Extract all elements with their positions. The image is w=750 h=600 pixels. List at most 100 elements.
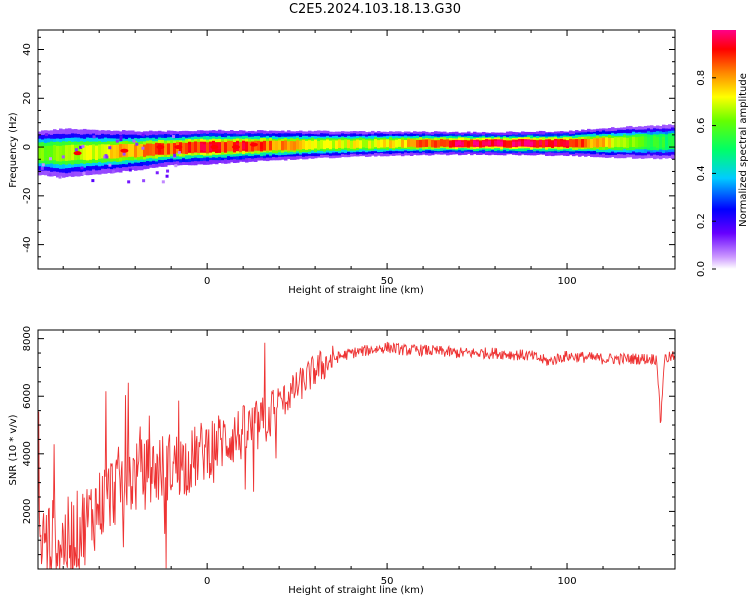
spectrogram-cell [407,142,411,145]
spectrogram-cell [554,141,558,145]
spectrogram-speckle [155,171,159,175]
spectrogram-ticks: 0 50 100 -40 -20 0 20 40 [22,30,676,287]
colorbar-tick-label: 0.8 [696,70,707,86]
spectrogram-cell [41,151,45,156]
spectrogram-cell [515,142,519,145]
spectrogram-cell [392,141,396,145]
spectrogram-cell [461,142,465,145]
snr-frame [37,329,676,570]
figure-title: C2E5.2024.103.18.13.G30 [288,2,462,17]
snr-ticks: 0 50 100 2000 4000 6000 8000 [22,326,676,587]
spectrogram-cell [644,140,648,144]
spectrogram-cell [383,142,387,145]
spectrogram-cell [302,143,306,147]
spectrogram-speckle [48,157,52,161]
spectrogram-speckle [61,155,65,159]
spectrogram-cell [161,146,165,151]
spectrogram-speckle [74,148,78,152]
spectrogram-cell [137,148,141,152]
spectrogram-cell [647,140,651,145]
spectrogram-speckle [141,133,145,137]
spectrogram-cell [314,143,318,147]
spectrogram-cell [227,144,231,148]
spectrogram-cell [494,142,498,145]
spectrogram-cell [257,144,261,148]
spectrogram-cell [560,141,564,145]
spectrogram-cell [443,142,447,145]
spectrogram-speckle [108,163,112,167]
y-tick-label: -40 [22,236,33,252]
spectrogram-cell [641,139,645,144]
spectrogram-cell [359,143,363,146]
spectrogram-cell [224,145,228,149]
spectrogram-cell [452,142,456,145]
spectrogram-cell [323,143,327,147]
spectrogram-cell [371,142,375,145]
spectrogram-cell [248,144,252,148]
spectrogram-cell [497,142,501,145]
spectrogram-cell [170,147,174,151]
spectrogram-cell [569,141,573,145]
spectrogram-hotspot [210,145,219,150]
spectrogram-cell [563,142,567,146]
spectrogram-frame [37,29,676,270]
spectrogram-speckle [135,142,139,146]
spectrogram-cell [632,140,636,144]
spectrogram-cell [548,142,552,145]
spectrogram-cell [518,141,522,145]
spectrogram-speckle [91,179,95,183]
spectrogram-cell [500,142,504,145]
spectrogram-cell [128,149,132,154]
spectrogram-cell [149,147,153,152]
spectrogram-cell [50,151,54,156]
spectrogram-cell [143,148,147,153]
spectrogram-cell [404,141,408,145]
spectrogram-cell [59,151,63,157]
spectrogram-cell [284,143,288,147]
spectrogram-cell [539,142,543,145]
spectrogram-cell [587,142,591,146]
spectrogram-cell [110,149,114,154]
spectrogram-cell [296,143,300,146]
spectrogram-cell [338,143,342,147]
spectrogram-cell [605,141,609,145]
spectrogram-cell [368,142,372,146]
spectrogram-speckle [132,139,136,143]
y-tick-label: 6000 [22,384,33,409]
colorbar: 0.0 0.2 0.4 0.6 0.8 Normalized spectral ampl… [696,30,749,277]
spectrogram-cell [206,145,210,150]
spectrogram-cell [320,143,324,146]
spectrogram-cell [479,142,483,145]
spectrogram-cell [425,142,429,145]
x-tick-label: 0 [204,276,210,287]
x-tick-label: 0 [204,576,210,587]
spectrogram-cell [476,141,480,144]
spectrogram-cell [278,143,282,147]
spectrogram-cell [260,144,264,148]
spectrogram-cell [134,149,138,154]
spectrogram-cell [164,147,168,151]
spectrogram-cell [608,140,612,144]
spectrogram-cell [353,142,357,145]
spectrogram-cell [185,145,189,149]
spectrogram-speckle [119,135,123,139]
spectrogram-speckle [92,135,96,139]
y-tick-label: 40 [22,43,33,56]
snr-panel: 0 50 100 2000 4000 6000 8000 Height of straigh… [8,326,676,596]
spectrogram-cell [95,150,99,155]
spectrogram-cell [290,143,294,147]
spectrogram-cell [53,151,57,157]
spectrogram-cell [650,140,654,145]
spectrogram-speckle [174,164,178,168]
spectrogram-cell [653,140,657,145]
spectrogram-speckle [41,163,45,167]
colorbar-gradient [712,30,736,269]
spectrogram-cell [305,143,309,147]
spectrogram-cell [191,145,195,150]
spectrogram-cell [113,148,117,153]
spectrogram-cell [527,141,531,145]
spectrogram-cell [491,141,495,145]
spectrogram-speckle [122,152,126,156]
spectrogram-cell [332,143,336,146]
